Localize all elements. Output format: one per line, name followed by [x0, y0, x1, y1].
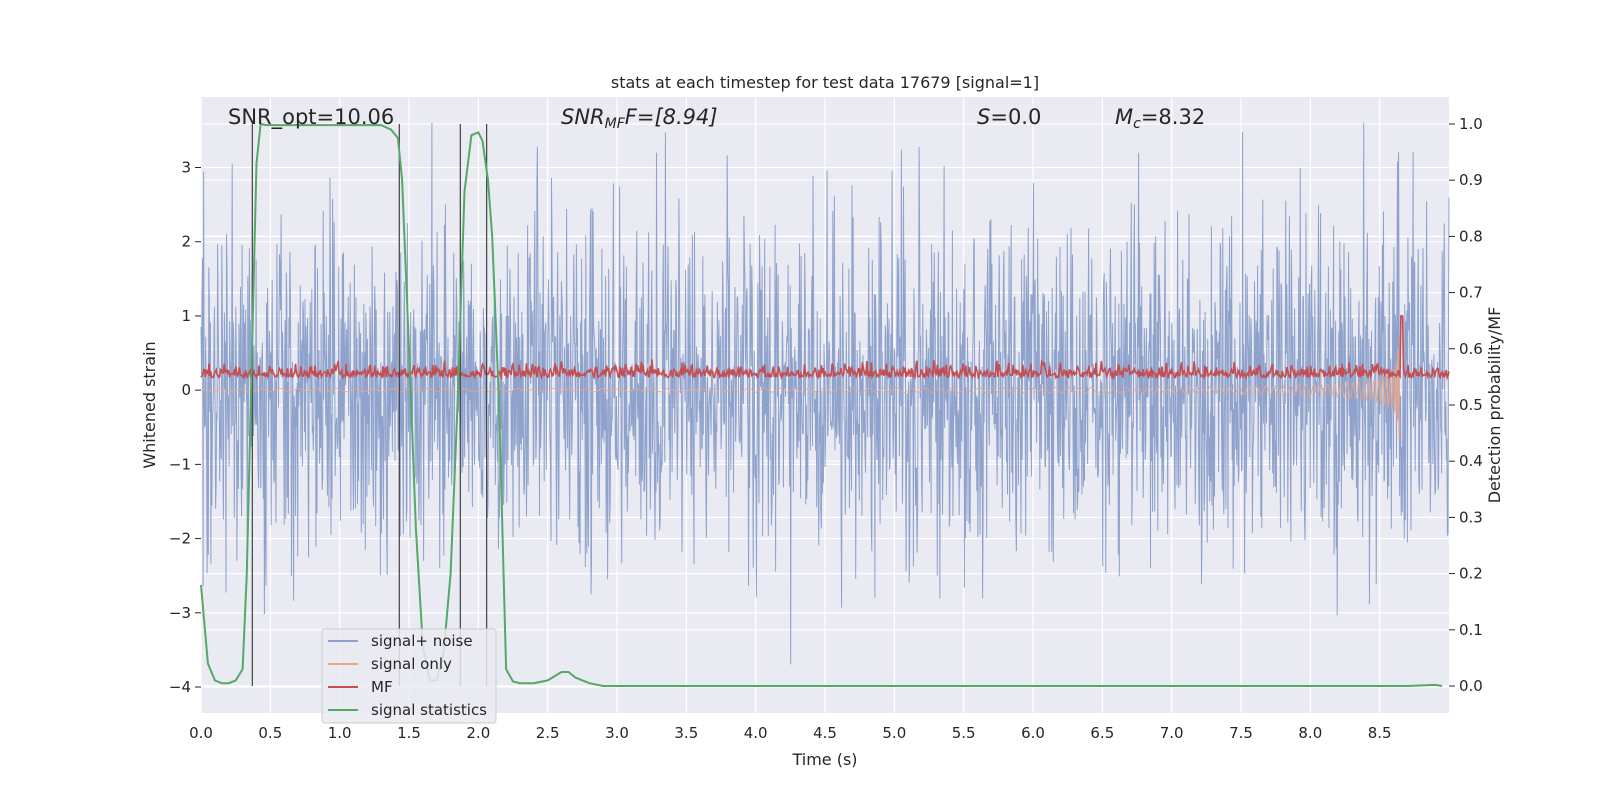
y-right-tick-label: 0.9	[1459, 171, 1483, 189]
y-tick-label: −3	[169, 604, 191, 622]
x-tick-label: 5.0	[882, 724, 906, 742]
y-tick-label: 3	[181, 159, 191, 177]
annotation-snr-opt: SNR_opt=10.06	[228, 105, 394, 130]
x-tick-label: 7.0	[1160, 724, 1184, 742]
x-tick-label: 2.5	[536, 724, 560, 742]
y-right-tick-label: 0.3	[1459, 508, 1483, 526]
x-tick-label: 6.5	[1090, 724, 1114, 742]
legend-label-mf: MF	[371, 678, 393, 696]
y-axis-label: Whitened strain	[140, 341, 159, 468]
vertical-markers	[251, 123, 488, 687]
annotation-mc: Mc=8.32	[1115, 105, 1205, 132]
y-tick-label: 1	[181, 307, 191, 325]
y-tick-label: −1	[169, 455, 191, 473]
ticks: 0.0 0.5 1.0 1.5 2.0 2.5 3.0 3.5 4.0 4.5 5.0 5.5 6.0 6…	[169, 115, 1483, 742]
x-tick-label: 0.5	[258, 724, 282, 742]
y-right-tick-label: 0.6	[1459, 340, 1483, 358]
signal-only-line	[200, 336, 1401, 442]
annotation-snr-mf: SNRMFF=[8.94]	[561, 105, 718, 132]
y-right-tick-label: 0.5	[1459, 396, 1483, 414]
legend-label-signal-only: signal only	[371, 655, 452, 673]
x-tick-label: 6.0	[1021, 724, 1045, 742]
signal-statistics-line	[200, 122, 1443, 687]
mf-series	[200, 315, 1450, 381]
y-right-tick-label: 0.0	[1459, 677, 1483, 695]
y-tick-label: 2	[181, 233, 191, 251]
x-tick-label: 7.5	[1229, 724, 1253, 742]
y-tick-label: 0	[181, 381, 191, 399]
legend-label-signal-noise: signal+ noise	[371, 632, 473, 650]
y-right-tick-label: 0.4	[1459, 452, 1483, 470]
x-tick-label: 3.0	[605, 724, 629, 742]
x-tick-label: 8.0	[1298, 724, 1322, 742]
y-right-tick-label: 0.2	[1459, 565, 1483, 583]
x-tick-label: 3.5	[674, 724, 698, 742]
y-right-axis-label: Detection probability/MF	[1485, 307, 1504, 504]
y-right-tick-label: 0.8	[1459, 227, 1483, 245]
x-tick-label: 0.0	[189, 724, 213, 742]
y-tick-label: −2	[169, 530, 191, 548]
chart-title: stats at each timestep for test data 176…	[611, 73, 1039, 92]
x-tick-label: 8.5	[1368, 724, 1392, 742]
legend-box	[321, 628, 497, 724]
x-tick-label: 5.5	[952, 724, 976, 742]
y-right-tick-label: 1.0	[1459, 115, 1483, 133]
mf-line	[200, 315, 1450, 381]
x-tick-label: 4.0	[744, 724, 768, 742]
y-right-tick-label: 0.7	[1459, 284, 1483, 302]
x-tick-label: 2.0	[466, 724, 490, 742]
x-axis-label: Time (s)	[791, 750, 857, 769]
y-right-tick-label: 0.1	[1459, 621, 1483, 639]
annotation-s: S=0.0	[977, 105, 1041, 129]
legend: signal+ noise signal only MF signal stat…	[321, 628, 497, 724]
x-tick-label: 4.5	[813, 724, 837, 742]
signal-only-series	[200, 336, 1401, 442]
y-tick-label: −4	[169, 678, 191, 696]
x-tick-label: 1.0	[328, 724, 352, 742]
signal-statistics-series	[200, 122, 1443, 687]
legend-label-signal-statistics: signal statistics	[371, 701, 487, 719]
x-tick-label: 1.5	[397, 724, 421, 742]
